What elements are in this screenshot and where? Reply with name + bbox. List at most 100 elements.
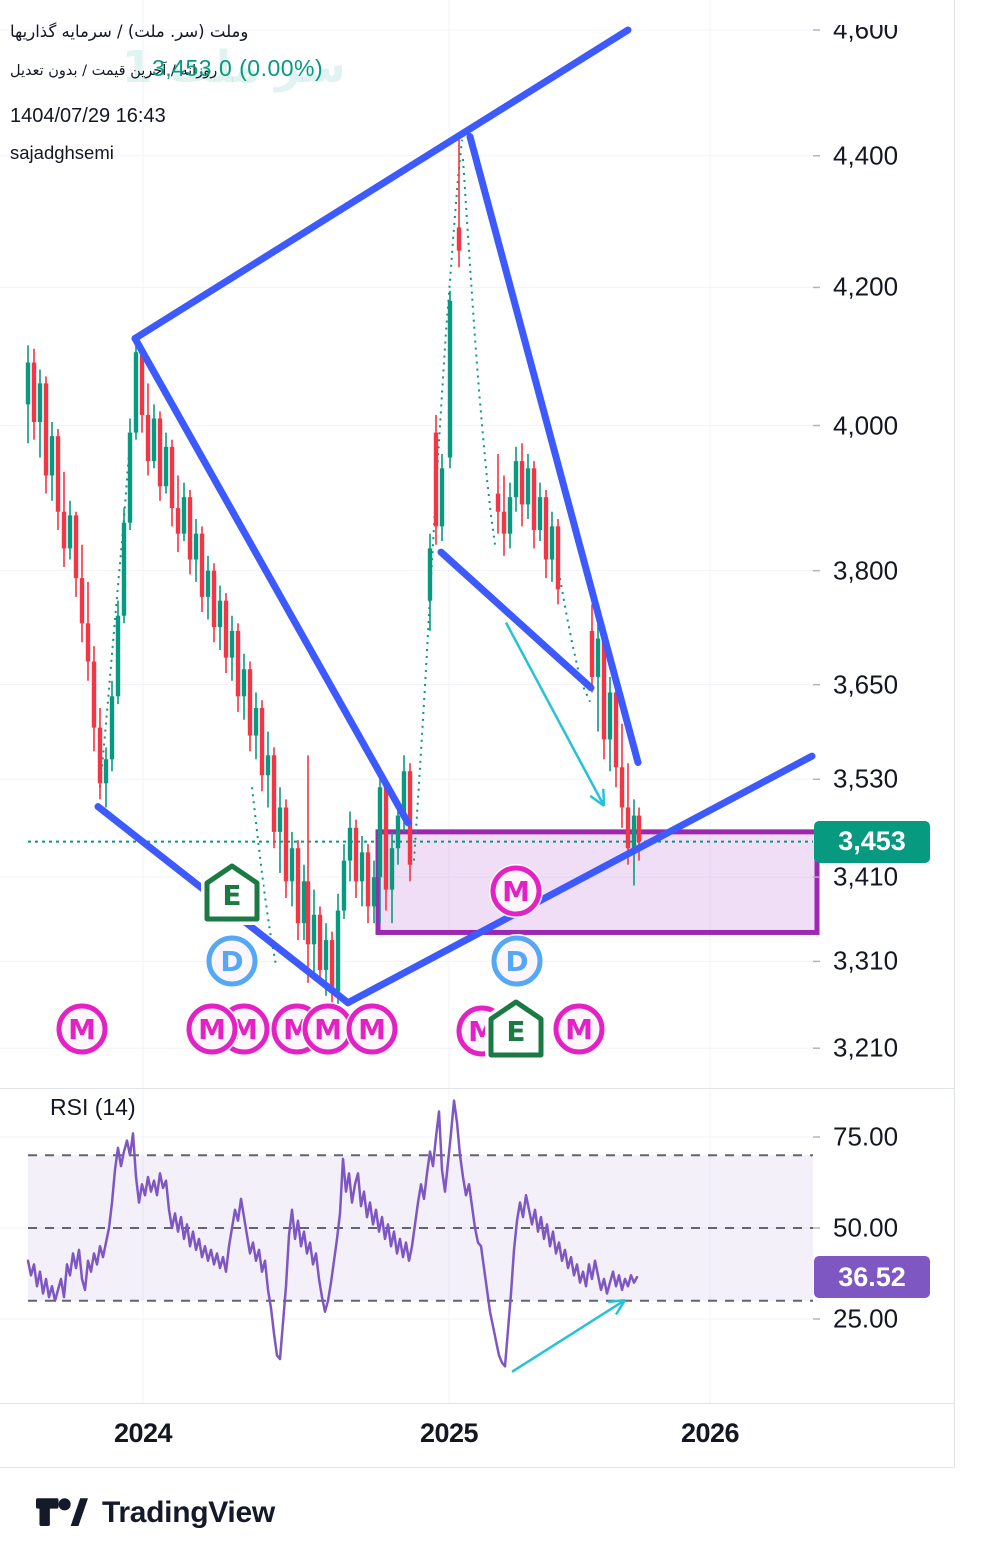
rsi-line bbox=[26, 1099, 639, 1368]
candle bbox=[601, 638, 607, 740]
e-marker-icon[interactable]: E bbox=[201, 860, 263, 925]
last-price-change: 3,453 0 (0.00%) bbox=[152, 55, 324, 81]
candle bbox=[543, 497, 549, 560]
candle bbox=[347, 827, 353, 861]
svg-text:D: D bbox=[220, 945, 243, 978]
candle bbox=[127, 432, 133, 523]
year-label: 2026 bbox=[680, 1418, 740, 1448]
cyan-arrow-icon[interactable] bbox=[504, 621, 606, 807]
dotted-series bbox=[462, 158, 496, 545]
candle bbox=[73, 515, 79, 579]
rsi-axis-label: 25.00 bbox=[833, 1303, 899, 1334]
trendline[interactable] bbox=[131, 334, 412, 827]
symbol-title: وملت (سر. ملت) / سرمایه گذاریها bbox=[10, 22, 249, 41]
m-marker-icon[interactable]: M bbox=[55, 1002, 109, 1056]
year-label: 2024 bbox=[113, 1418, 173, 1448]
m-marker-icon[interactable]: M bbox=[489, 864, 543, 918]
candle bbox=[205, 570, 211, 597]
candle bbox=[211, 570, 217, 628]
candle bbox=[259, 708, 265, 776]
candle bbox=[595, 638, 601, 677]
support-zone-box[interactable] bbox=[375, 829, 820, 935]
d-marker-icon[interactable]: D bbox=[205, 934, 259, 988]
candle bbox=[359, 852, 365, 882]
candle bbox=[37, 383, 43, 422]
candle bbox=[97, 727, 103, 784]
candle bbox=[371, 877, 377, 907]
candle bbox=[277, 807, 283, 832]
cyan-arrow-icon[interactable] bbox=[511, 1298, 627, 1373]
m-marker-icon[interactable]: M bbox=[552, 1002, 606, 1056]
candle bbox=[495, 493, 501, 512]
candle bbox=[181, 497, 187, 534]
year-label: 2025 bbox=[419, 1418, 479, 1448]
tradingview-logo-text: TradingView bbox=[102, 1496, 275, 1529]
candle bbox=[407, 771, 413, 865]
d-marker-icon[interactable]: D bbox=[490, 934, 544, 988]
candle bbox=[537, 497, 543, 531]
symbol-watermark: سر ملت 1 bbox=[122, 42, 346, 93]
candle bbox=[31, 362, 37, 422]
svg-text:M: M bbox=[314, 1013, 342, 1046]
candle bbox=[43, 383, 49, 476]
candle bbox=[133, 352, 139, 433]
tradingview-logo-icon bbox=[36, 1498, 88, 1526]
candle bbox=[175, 508, 181, 534]
svg-text:E: E bbox=[222, 879, 241, 912]
pane-separator[interactable] bbox=[0, 1088, 954, 1089]
candle bbox=[265, 755, 271, 776]
candle bbox=[163, 446, 169, 487]
time-axis-border-top bbox=[0, 1403, 954, 1404]
candle bbox=[199, 533, 205, 597]
candle bbox=[323, 940, 329, 970]
candle bbox=[193, 533, 199, 560]
candle bbox=[25, 362, 31, 405]
e-marker-icon[interactable]: E bbox=[485, 996, 547, 1061]
candle bbox=[631, 815, 637, 849]
m-marker-icon[interactable]: M bbox=[185, 1002, 239, 1056]
username: sajadghsemi bbox=[10, 142, 114, 163]
tradingview-logo[interactable]: TradingView bbox=[36, 1496, 275, 1530]
candle bbox=[625, 807, 631, 849]
candle bbox=[501, 511, 507, 534]
candle bbox=[613, 692, 619, 768]
rsi-indicator-title[interactable]: RSI (14) bbox=[50, 1094, 136, 1120]
candle bbox=[247, 669, 253, 736]
trendline[interactable] bbox=[344, 752, 816, 1007]
candle bbox=[341, 860, 347, 911]
svg-text:M: M bbox=[565, 1013, 593, 1046]
dotted-series bbox=[251, 787, 277, 966]
candle bbox=[85, 623, 91, 662]
candle bbox=[456, 227, 462, 251]
candle bbox=[253, 708, 259, 736]
candle bbox=[115, 615, 121, 697]
candle bbox=[151, 418, 157, 462]
candle bbox=[223, 600, 229, 658]
candle bbox=[433, 432, 439, 527]
rsi-axis-label: 50.00 bbox=[833, 1212, 899, 1243]
candle bbox=[513, 461, 519, 498]
svg-text:M: M bbox=[68, 1013, 96, 1046]
trendline[interactable] bbox=[131, 26, 632, 342]
m-marker-icon[interactable]: M bbox=[345, 1002, 399, 1056]
candle bbox=[169, 446, 175, 509]
candle bbox=[607, 692, 613, 740]
trendline[interactable] bbox=[466, 133, 642, 766]
candle bbox=[519, 461, 525, 505]
candle bbox=[447, 300, 453, 458]
trendline[interactable] bbox=[437, 548, 595, 692]
candle bbox=[619, 767, 625, 808]
candle bbox=[427, 548, 433, 601]
candle bbox=[55, 436, 61, 512]
candle bbox=[311, 914, 317, 945]
svg-text:D: D bbox=[505, 945, 528, 978]
candle bbox=[525, 468, 531, 505]
candle bbox=[139, 352, 145, 415]
candle bbox=[335, 910, 341, 992]
candle bbox=[401, 771, 407, 816]
timestamp: 1404/07/29 16:43 bbox=[10, 105, 166, 127]
candle bbox=[295, 848, 301, 924]
candle bbox=[91, 661, 97, 728]
